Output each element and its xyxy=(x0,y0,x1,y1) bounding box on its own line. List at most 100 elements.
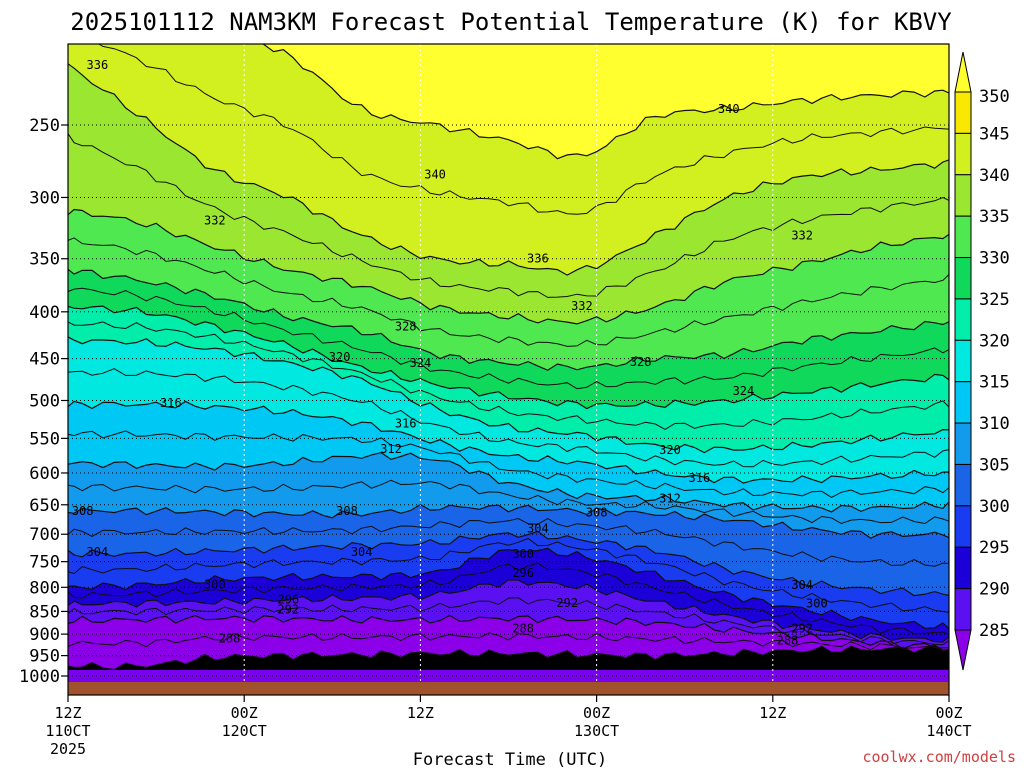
contour-line-intermediate xyxy=(68,321,949,430)
y-tick-label: 800 xyxy=(29,578,60,598)
x-tick-date: 140CT xyxy=(926,722,971,740)
colorbar-box xyxy=(954,381,972,424)
plot-frame xyxy=(67,43,950,696)
colorbar-label: 340 xyxy=(979,166,1010,186)
colorbar-arrow-top xyxy=(954,51,972,93)
y-tick-label: 450 xyxy=(29,350,60,370)
y-tick-label: 350 xyxy=(29,250,60,270)
colorbar-label: 310 xyxy=(979,414,1010,434)
contour-label: 288 xyxy=(219,632,241,646)
y-tick-label: 700 xyxy=(29,525,60,545)
contour-label: 316 xyxy=(395,417,417,431)
contour-label: 320 xyxy=(659,443,681,457)
filled-contours xyxy=(68,44,949,695)
colorbar-box xyxy=(954,339,972,383)
contour-line-328 xyxy=(68,268,949,371)
y-tick-label: 600 xyxy=(29,464,60,484)
contour-label: 288 xyxy=(777,634,799,648)
credit-text[interactable]: coolwx.com/models xyxy=(862,748,1016,766)
colorbar-label: 295 xyxy=(979,538,1010,558)
contour-label: 296 xyxy=(512,566,534,580)
contour-label: 292 xyxy=(791,621,813,635)
contour-line-intermediate xyxy=(68,133,949,298)
contour-label: 332 xyxy=(791,228,813,242)
colorbar-label: 320 xyxy=(979,331,1010,351)
y-tick-label: 400 xyxy=(29,303,60,323)
contour-label: 328 xyxy=(630,355,652,369)
x-tick-label: 00Z xyxy=(231,704,258,722)
contour-label: 332 xyxy=(204,214,226,228)
contour-line-intermediate xyxy=(68,287,949,390)
colorbar-box xyxy=(954,174,972,217)
colorbar-box xyxy=(954,215,972,259)
colorbar-box xyxy=(954,298,972,341)
colorbar: 285 290 295 300 305 310 315 320 325 330 335 340 345 3… xyxy=(954,51,1010,671)
contour-label: 312 xyxy=(380,442,402,456)
colorbar-box xyxy=(954,91,972,134)
contour-line-296 xyxy=(68,579,949,643)
ground-strip xyxy=(68,682,949,695)
contour-label: 332 xyxy=(571,299,593,313)
x-tick-label: 12Z xyxy=(407,704,434,722)
y-tick-label: 250 xyxy=(29,116,60,136)
contour-line-320 xyxy=(68,336,949,454)
y-tick-label: 650 xyxy=(29,496,60,516)
contour-label: 336 xyxy=(527,252,549,266)
x-tick-year: 2025 xyxy=(50,740,86,758)
contour-line-316 xyxy=(68,400,949,484)
colorbar-label: 335 xyxy=(979,207,1010,227)
colorbar-box xyxy=(954,422,972,465)
contour-label: 304 xyxy=(791,578,813,592)
contour-label: 304 xyxy=(351,545,373,559)
contour-line-intermediate xyxy=(97,44,949,215)
contour-label: 300 xyxy=(806,596,828,610)
grid-lines xyxy=(68,44,949,695)
y-tick-label: 300 xyxy=(29,188,60,208)
contour-label: 288 xyxy=(512,621,534,635)
contour-label: 296 xyxy=(277,593,299,607)
contour-line-intermediate xyxy=(68,562,949,636)
x-tick-label: 00Z xyxy=(583,704,610,722)
colorbar-label: 345 xyxy=(979,124,1010,144)
colorbar-label: 315 xyxy=(979,373,1010,393)
colorbar-box xyxy=(954,505,972,548)
y-tick-label: 1000 xyxy=(19,667,60,687)
contour-labels: 336 340 340 332 332 336 332 328 320 324 328 324 316 3… xyxy=(72,58,828,648)
contour-label: 336 xyxy=(87,58,109,72)
x-tick-date: 120CT xyxy=(222,722,267,740)
contour-label: 308 xyxy=(72,504,94,518)
x-axis-label: Forecast Time (UTC) xyxy=(413,750,607,768)
colorbar-box xyxy=(954,132,972,176)
contour-label: 328 xyxy=(395,319,417,333)
contour-line-intermediate xyxy=(68,632,949,651)
colorbar-arrow-bottom xyxy=(954,629,972,671)
contour-label: 324 xyxy=(410,356,432,370)
contour-label: 304 xyxy=(87,545,109,559)
contour-line-312 xyxy=(68,451,949,513)
x-tick-label: 12Z xyxy=(759,704,786,722)
contour-label: 340 xyxy=(718,102,740,116)
contour-line-intermediate xyxy=(68,368,949,468)
contour-line-intermediate xyxy=(68,597,949,646)
contour-line-308 xyxy=(68,503,949,539)
y-tick-label: 550 xyxy=(29,429,60,449)
contour-line-304 xyxy=(68,530,949,597)
colorbar-label: 325 xyxy=(979,290,1010,310)
contour-label: 292 xyxy=(277,603,299,617)
contour-line-336 xyxy=(68,63,949,276)
contour-line-292 xyxy=(68,614,949,650)
contour-label: 308 xyxy=(336,504,358,518)
contour-line-340 xyxy=(262,44,949,160)
colorbar-box xyxy=(954,257,972,300)
contour-line-332 xyxy=(68,208,949,325)
colorbar-label: 330 xyxy=(979,249,1010,269)
colorbar-label: 290 xyxy=(979,580,1010,600)
contour-label: 316 xyxy=(689,471,711,485)
colorbar-label: 285 xyxy=(979,621,1010,641)
contour-line-intermediate xyxy=(68,517,949,567)
contour-line-324 xyxy=(68,305,949,410)
colorbar-label: 305 xyxy=(979,455,1010,475)
colorbar-box xyxy=(954,463,972,507)
contour-line-300 xyxy=(68,547,949,629)
